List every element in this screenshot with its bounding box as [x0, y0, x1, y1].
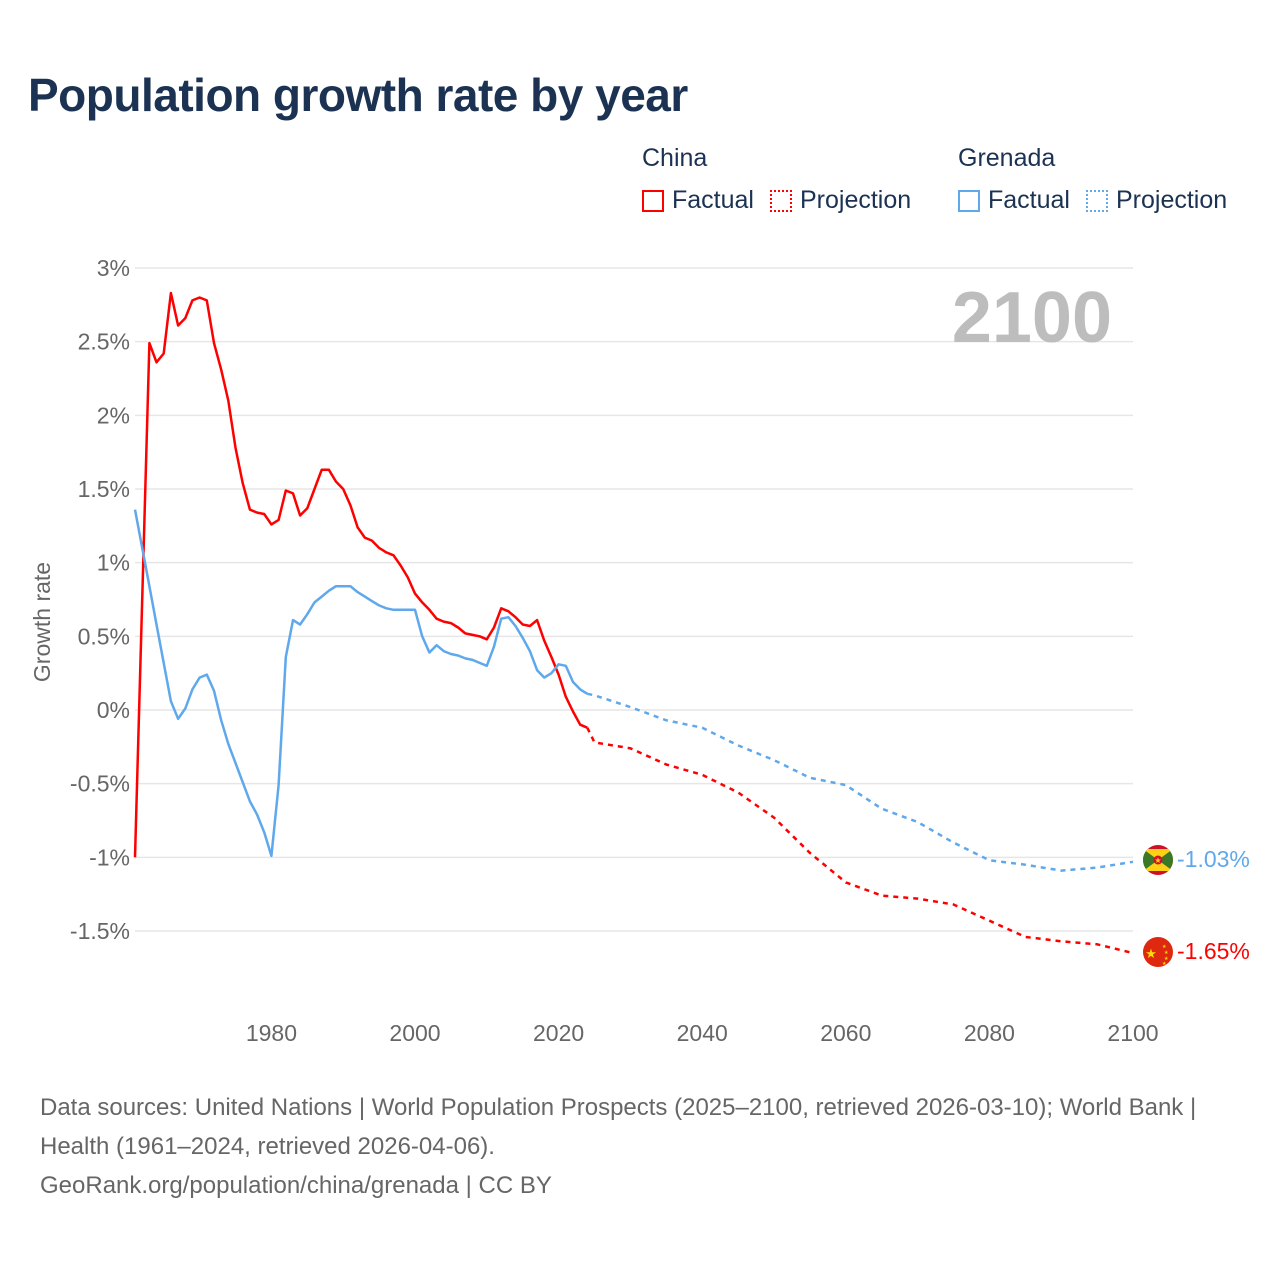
legend-grenada: Grenada Factual Projection [958, 144, 1243, 215]
x-tick-label: 2060 [820, 1020, 871, 1046]
y-tick-label: 0% [97, 697, 130, 723]
grenada-flag-icon: ★ [1143, 845, 1173, 875]
china-factual-line [133, 291, 588, 858]
x-tick-label: 2020 [533, 1020, 584, 1046]
legend-swatch-dotted [769, 189, 792, 212]
footer: Data sources: United Nations | World Pop… [40, 1088, 1240, 1205]
y-tick-label: 0.5% [78, 623, 130, 649]
legend-swatch-solid [642, 189, 664, 212]
y-tick-labels: 3% 2.5% 2% 1.5% 1% 0.5% 0% -0.5% -1% -1.5% [70, 255, 130, 944]
page-title: Population growth rate by year [28, 69, 688, 121]
legend-china: China Factual Projection [642, 144, 927, 215]
legend-china-factual[interactable]: Factual [642, 186, 754, 215]
svg-text:★: ★ [1145, 946, 1157, 961]
chart: 2100 3% 2.5% 2% 1.5% 1% 0.5% 0% -0.5% -1% -1.5% 1… [29, 255, 1250, 1046]
svg-text:★: ★ [1164, 956, 1169, 962]
china-flag-icon: ★ ★ ★ ★ ★ [1143, 937, 1173, 967]
china-end-value: -1.65% [1177, 938, 1250, 964]
y-tick-label: 1% [97, 550, 130, 576]
y-tick-label: 2% [97, 402, 130, 428]
legend-label: Factual [988, 186, 1070, 214]
y-tick-label: 3% [97, 255, 130, 281]
x-tick-label: 2080 [964, 1020, 1015, 1046]
x-tick-labels: 1980 2000 2020 2040 2060 2080 2100 [246, 1020, 1159, 1046]
legend-swatch-solid [958, 189, 980, 212]
y-tick-label: -1% [89, 844, 130, 870]
legend-swatch-dotted [1085, 189, 1108, 212]
legend-group-name: China [642, 144, 708, 172]
legend-group-name: Grenada [958, 144, 1056, 172]
svg-text:★: ★ [1154, 856, 1161, 865]
x-tick-label: 2040 [677, 1020, 728, 1046]
grenada-factual-line [133, 509, 588, 858]
svg-text:★: ★ [1162, 961, 1167, 967]
legend-grenada-projection[interactable]: Projection [1085, 186, 1228, 215]
year-overlay: 2100 [952, 278, 1112, 358]
series-lines [133, 291, 1134, 955]
credit-link[interactable]: GeoRank.org/population/china/grenada | C… [40, 1172, 552, 1199]
y-tick-label: -0.5% [70, 771, 130, 797]
y-tick-label: -1.5% [70, 918, 130, 944]
x-tick-label: 2100 [1107, 1020, 1158, 1046]
svg-text:★: ★ [1162, 944, 1167, 950]
china-projection-line [586, 727, 1134, 955]
y-axis-label: Growth rate [29, 562, 55, 682]
data-sources: Data sources: United Nations | World Pop… [40, 1094, 1197, 1160]
legend-label: Projection [799, 186, 912, 214]
x-tick-label: 2000 [389, 1020, 440, 1046]
y-tick-label: 2.5% [78, 329, 130, 355]
gridlines [135, 267, 1133, 932]
grenada-projection-line [587, 692, 1134, 872]
legend-label: Factual [672, 186, 754, 214]
grenada-end-value: -1.03% [1177, 846, 1250, 872]
y-tick-label: 1.5% [78, 476, 130, 502]
x-tick-label: 1980 [246, 1020, 297, 1046]
legend-china-projection[interactable]: Projection [769, 186, 912, 215]
svg-text:★: ★ [1164, 950, 1169, 956]
legend-grenada-factual[interactable]: Factual [958, 186, 1070, 215]
legend-label: Projection [1115, 186, 1228, 214]
